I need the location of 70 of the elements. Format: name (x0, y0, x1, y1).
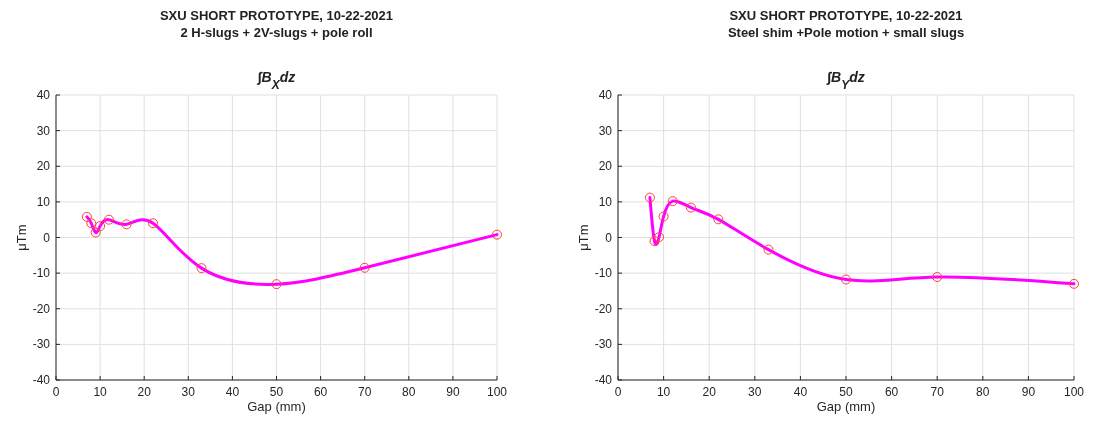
y-tick-label: -30 (32, 337, 51, 352)
chart-subtitle: ∫B$_{Y}$dz (826, 69, 865, 92)
point (95, 221, 106, 232)
x-tick-label: 50 (839, 385, 853, 399)
y-tick-label: 40 (36, 88, 51, 102)
point (492, 229, 502, 240)
point (649, 236, 660, 247)
x-tick-label: 40 (225, 385, 240, 399)
x-tick-label: 80 (976, 385, 990, 399)
x-tick-label: 70 (930, 385, 945, 399)
y-axis-title: μTm (14, 224, 29, 251)
y-tick-label: 40 (598, 88, 613, 102)
y-axis-title: μTm (576, 224, 591, 251)
y-tick-label: 0 (43, 230, 51, 245)
y-tick-label: 30 (598, 123, 613, 138)
y-tick-label: 20 (36, 159, 51, 174)
chart-subtitle: ∫B$_{X}$dz (256, 69, 296, 92)
y-tick-label: -20 (32, 301, 51, 316)
x-tick-label: 70 (358, 385, 372, 399)
point (359, 262, 370, 273)
x-tick-label: 60 (884, 385, 899, 399)
x-axis-title: Gap (mm) (816, 399, 876, 414)
point (1069, 278, 1079, 289)
x-tick-label: 90 (446, 385, 460, 399)
chart-title: SXU SHORT PROTOTYPE, 10-22-2021 2 H-slugs + 2V-slugs + pole roll (159, 8, 394, 40)
point (763, 244, 774, 255)
x-tick-label: 80 (402, 385, 416, 399)
x-tick-label: 50 (269, 385, 284, 399)
point (841, 274, 851, 285)
chart-title: SXU SHORT PROTOTYPE, 10-22-2021 Steel shim +Pole motion + small slugs (727, 8, 965, 40)
x-tick-label: 90 (1021, 385, 1036, 399)
point (121, 219, 132, 230)
y-tick-label: -40 (594, 373, 613, 387)
x-tick-label: 10 (93, 385, 108, 399)
y-tick-label: -30 (594, 337, 613, 352)
x-tick-label: 100 (486, 385, 508, 399)
y-tick-label: -20 (594, 301, 613, 316)
point (654, 232, 665, 243)
point (658, 211, 669, 222)
point (932, 272, 943, 283)
point (271, 279, 282, 290)
x-tick-label: 60 (313, 385, 328, 399)
x-tick-label: 20 (702, 385, 717, 399)
y-tick-label: 10 (598, 194, 613, 209)
y-tick-label: -10 (594, 266, 613, 281)
y-tick-label: 30 (36, 123, 51, 138)
point (644, 192, 655, 203)
x-tick-label: 40 (793, 385, 808, 399)
x-tick-label: 30 (181, 385, 196, 399)
point (81, 211, 92, 222)
y-tick-label: 0 (605, 230, 613, 245)
point (667, 196, 678, 207)
point (103, 214, 114, 225)
point (196, 263, 207, 274)
point (685, 202, 696, 213)
point (90, 227, 101, 238)
y-tick-label: -40 (32, 373, 51, 387)
x-tick-label: 20 (137, 385, 152, 399)
y-tick-label: -10 (32, 266, 51, 281)
point (148, 218, 159, 229)
x-tick-label: 10 (656, 385, 671, 399)
point (86, 218, 97, 229)
x-axis-title: Gap (mm) (247, 399, 306, 414)
x-tick-label: 100 (1063, 385, 1085, 399)
y-tick-label: 10 (36, 194, 51, 209)
x-tick-label: 0 (614, 385, 622, 399)
y-tick-label: 20 (598, 159, 613, 174)
point (713, 214, 724, 225)
x-tick-label: 0 (52, 385, 60, 399)
x-tick-label: 30 (748, 385, 762, 399)
